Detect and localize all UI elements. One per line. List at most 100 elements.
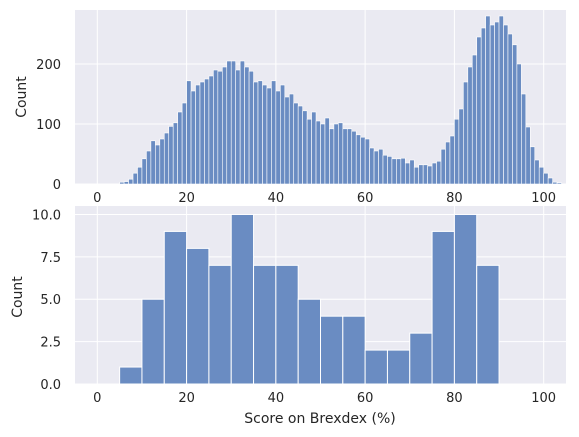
bottom-y-tick-label: 0.0 [40, 378, 61, 393]
top-histogram-bar [164, 133, 168, 184]
top-histogram-bar [321, 124, 325, 184]
bottom-histogram-bar [187, 248, 209, 384]
top-histogram-bar [137, 167, 141, 184]
bottom-histogram-bar [477, 265, 499, 384]
bottom-histogram-bar [343, 316, 365, 384]
top-histogram-bar [151, 141, 155, 184]
top-histogram-bar [553, 182, 557, 184]
top-histogram-bar [539, 167, 543, 184]
bottom-histogram-bar [387, 350, 409, 384]
bottom-x-tick-label: 60 [357, 391, 374, 406]
top-histogram-bar [557, 183, 561, 184]
top-histogram-bar [280, 85, 284, 184]
top-histogram-bar [477, 37, 481, 184]
top-x-tick-label: 40 [268, 191, 285, 206]
top-histogram-bar [370, 148, 374, 184]
top-histogram-bar [262, 85, 266, 184]
top-histogram-bar [365, 139, 369, 184]
top-histogram-bar [356, 135, 360, 184]
top-histogram-bar [213, 70, 217, 184]
top-histogram-bar [227, 61, 231, 184]
top-histogram-bar [146, 151, 150, 184]
bottom-histogram-bar [120, 367, 142, 384]
top-histogram-bar [526, 127, 530, 184]
top-histogram-bar [517, 64, 521, 184]
top-y-tick-labels: 0 100 200 [36, 58, 61, 193]
top-histogram-bar [249, 71, 253, 184]
top-histogram-bar [325, 118, 329, 184]
top-histogram-bar [423, 165, 427, 184]
bottom-histogram: 0 20 40 60 80 100 0.0 2.5 5.0 7.5 10.0 Count Scor… [10, 206, 566, 427]
top-histogram-bar [231, 61, 235, 184]
bottom-x-tick-label: 20 [178, 391, 195, 406]
top-histogram-bar [218, 71, 222, 184]
bottom-x-tick-label: 100 [531, 391, 556, 406]
top-histogram-bar [178, 112, 182, 184]
top-histogram-bar [521, 94, 525, 184]
top-histogram-bar [508, 34, 512, 184]
bottom-y-tick-label: 5.0 [40, 293, 61, 308]
top-x-tick-label: 0 [93, 191, 101, 206]
top-x-tick-label: 60 [357, 191, 374, 206]
top-histogram-bar [463, 82, 467, 184]
top-histogram-bar [450, 136, 454, 184]
top-histogram-bar [548, 178, 552, 184]
top-histogram-bar [267, 88, 271, 184]
top-histogram-bar [129, 179, 133, 184]
bottom-histogram-bar [298, 299, 320, 384]
top-histogram-bar [285, 97, 289, 184]
top-histogram-bar [414, 167, 418, 184]
bottom-histogram-bar [410, 333, 432, 384]
top-histogram-bar [445, 142, 449, 184]
top-histogram-bar [245, 67, 249, 184]
top-histogram-bar [495, 22, 499, 184]
top-histogram-bar [298, 106, 302, 184]
top-histogram-bar [361, 137, 365, 184]
top-histogram-bar [432, 163, 436, 184]
bottom-y-tick-label: 10.0 [32, 208, 61, 223]
top-histogram-bar [544, 173, 548, 184]
top-histogram-bar [271, 81, 275, 184]
top-histogram-bar [441, 149, 445, 184]
top-histogram-bar [490, 25, 494, 184]
top-histogram-bar [401, 158, 405, 184]
top-histogram-bar [312, 112, 316, 184]
top-histogram-bar [142, 159, 146, 184]
top-histogram-bar [169, 126, 173, 184]
top-histogram-bar [379, 149, 383, 184]
top-histogram-bar [396, 159, 400, 184]
bottom-histogram-bar [209, 265, 231, 384]
top-histogram-bar [499, 16, 503, 184]
top-histogram-bar [329, 129, 333, 184]
top-histogram-bar [472, 55, 476, 184]
top-histogram-bar [334, 124, 338, 184]
top-histogram-bar [419, 165, 423, 184]
top-x-tick-labels: 0 20 40 60 80 100 [93, 191, 556, 206]
top-histogram-bar [481, 28, 485, 184]
bottom-x-axis-label: Score on Brexdex (%) [244, 411, 395, 427]
top-histogram-bar [155, 145, 159, 184]
top-histogram-bar [254, 82, 258, 184]
top-histogram-bar [236, 70, 240, 184]
top-y-tick-label: 0 [53, 178, 61, 193]
bottom-x-tick-label: 80 [446, 391, 463, 406]
top-histogram-bar [209, 76, 213, 184]
top-histogram-bar [392, 159, 396, 184]
top-histogram-bar [428, 166, 432, 184]
top-x-tick-label: 20 [178, 191, 195, 206]
top-histogram-bar [459, 109, 463, 184]
top-histogram-bar [504, 25, 508, 184]
top-histogram-bar [182, 103, 186, 184]
top-histogram-bar [405, 163, 409, 184]
top-histogram-bar [486, 16, 490, 184]
top-histogram-bar [387, 156, 391, 184]
top-histogram-bar [535, 160, 539, 184]
top-y-tick-label: 200 [36, 58, 61, 73]
top-histogram-bar [196, 85, 200, 184]
top-histogram-bar [133, 173, 137, 184]
top-histogram-bar [352, 131, 356, 184]
top-histogram-bar [191, 91, 195, 184]
top-histogram-bar [307, 119, 311, 184]
top-histogram-bar [338, 123, 342, 184]
